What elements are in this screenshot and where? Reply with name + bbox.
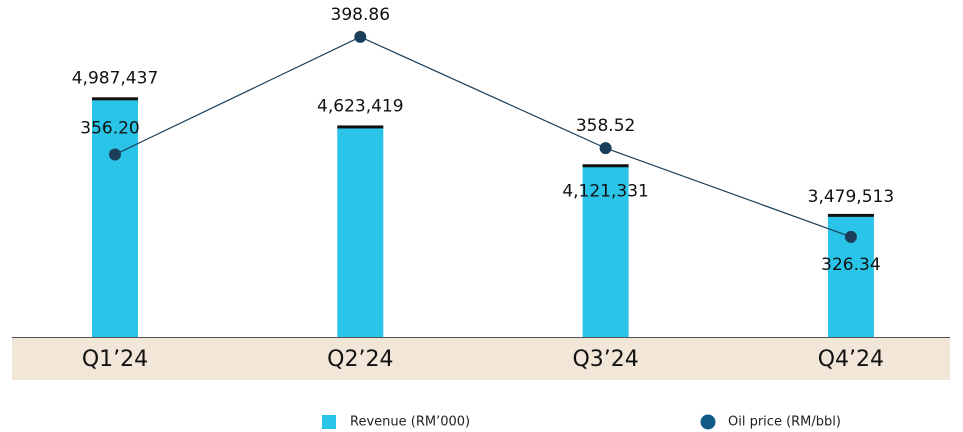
- data-label: 326.34: [821, 255, 880, 275]
- x-tick-label: Q4’24: [818, 347, 884, 372]
- data-label: 3,479,513: [808, 187, 895, 207]
- data-label: 398.86: [331, 5, 390, 25]
- bar-cap: [92, 97, 138, 101]
- legend-label: Oil price (RM/bbl): [728, 415, 841, 430]
- x-tick-label: Q2’24: [327, 347, 393, 372]
- bar-cap: [337, 125, 384, 129]
- data-label: 4,987,437: [72, 68, 159, 88]
- point: [354, 30, 367, 43]
- bar-cap: [582, 164, 629, 168]
- legend-label: Revenue (RM’000): [350, 415, 470, 430]
- x-tick-label: Q1’24: [82, 347, 148, 372]
- bar-cap: [827, 213, 874, 217]
- line: [114, 36, 852, 238]
- x-tick-label: Q3’24: [572, 347, 638, 372]
- bar: [92, 98, 138, 337]
- bar: [582, 165, 629, 337]
- legend-swatch: [700, 414, 716, 430]
- category-band: [12, 338, 950, 380]
- point: [599, 142, 612, 155]
- legend-swatch: [322, 415, 336, 429]
- data-label: 4,121,331: [562, 181, 649, 201]
- data-label: 4,623,419: [317, 96, 404, 116]
- point: [844, 230, 857, 243]
- data-label: 358.52: [576, 116, 635, 136]
- bar: [337, 126, 384, 337]
- data-label: 356.20: [80, 119, 139, 139]
- point: [109, 148, 121, 161]
